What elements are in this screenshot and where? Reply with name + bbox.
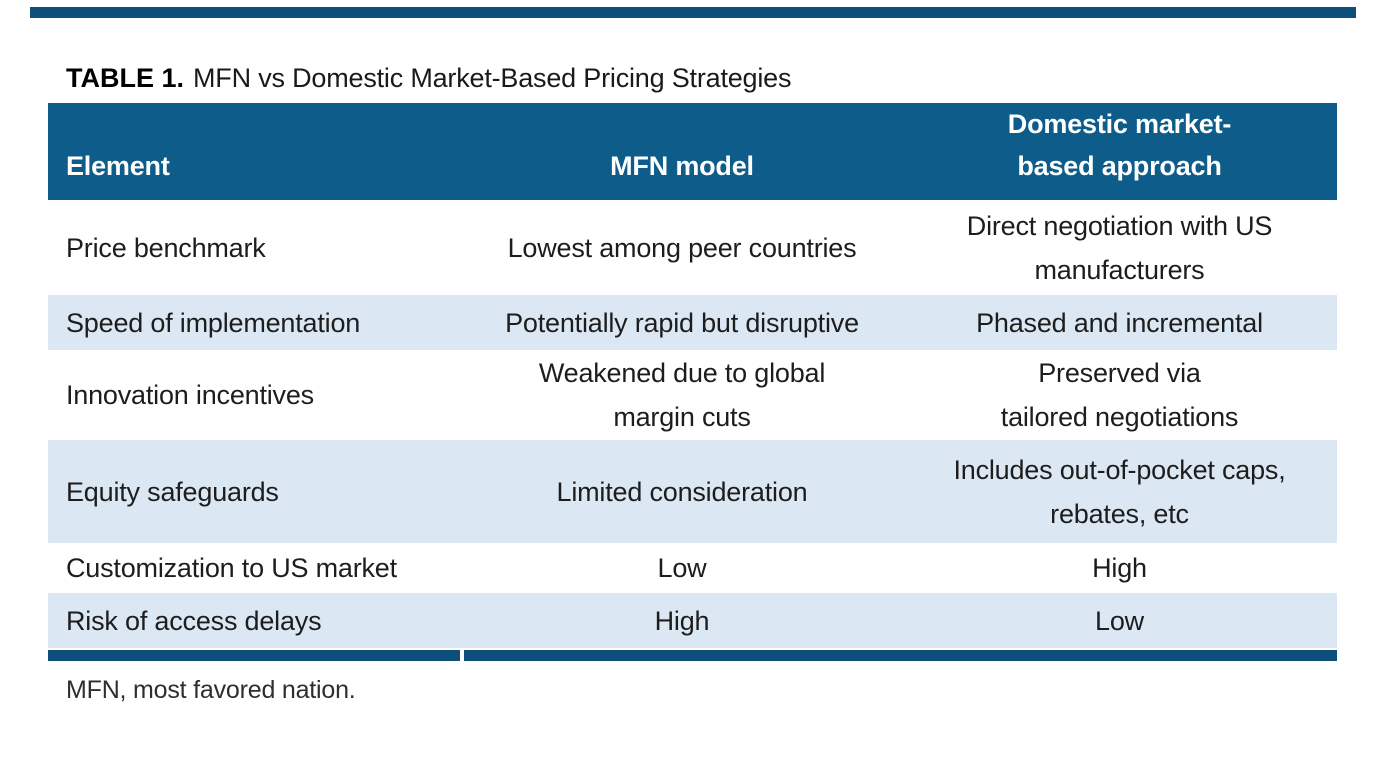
table-row-innovation-incentives: Innovation incentives Weakened due to gl… [48, 350, 1337, 440]
cell-domestic: Includes out-of-pocket caps, rebates, et… [902, 440, 1337, 543]
cell-mfn: Limited consideration [462, 440, 902, 543]
table-row-customization-to-us-market: Customization to US market Low High [48, 543, 1337, 593]
table-number-label: TABLE 1. [66, 63, 185, 93]
cell-mfn: Low [462, 543, 902, 593]
cell-line: manufacturers [1034, 254, 1205, 285]
bottom-border-right-segment [464, 650, 1337, 661]
cell-line: margin cuts [613, 402, 751, 432]
header-element-label: Element [66, 151, 170, 181]
table-row-equity-safeguards: Equity safeguards Limited consideration … [48, 440, 1337, 543]
cell-element: Price benchmark [66, 232, 266, 263]
cell-element: Speed of implementation [66, 307, 361, 338]
header-mfn-model: MFN model [462, 103, 902, 200]
cell-domestic: Low [902, 593, 1337, 648]
cell-domestic: Direct negotiation with US manufacturers [902, 200, 1337, 295]
cell-line: Low [1095, 605, 1144, 636]
table-title-text: MFN vs Domestic Market-Based Pricing Str… [193, 63, 792, 93]
bottom-border-left-segment [48, 650, 460, 661]
cell-domestic: High [902, 543, 1337, 593]
cell-mfn: High [462, 593, 902, 648]
cell-element: Risk of access delays [66, 605, 322, 636]
cell-line: Weakened due to global [538, 358, 826, 388]
top-accent-bar [30, 7, 1356, 18]
table-title: TABLE 1. MFN vs Domestic Market-Based Pri… [66, 62, 791, 94]
header-element: Element [48, 103, 462, 200]
table-header-row: Element MFN model Domestic market- based… [48, 103, 1337, 200]
table-row-price-benchmark: Price benchmark Lowest among peer countr… [48, 200, 1337, 295]
cell-line: Phased and incremental [976, 307, 1263, 338]
table-footnote: MFN, most favored nation. [66, 676, 356, 704]
header-domestic-approach: Domestic market- based approach [902, 103, 1337, 200]
cell-line: Direct negotiation with US [966, 210, 1273, 241]
cell-domestic: Phased and incremental [902, 295, 1337, 350]
table-row-risk-of-access-delays: Risk of access delays High Low [48, 593, 1337, 648]
header-domestic-line1: Domestic market- [1007, 109, 1232, 139]
table-bottom-border [48, 650, 1337, 661]
cell-line: rebates, etc [1050, 498, 1189, 529]
cell-mfn: Lowest among peer countries [462, 200, 902, 295]
comparison-table: Element MFN model Domestic market- based… [48, 103, 1337, 648]
cell-line: Lowest among peer countries [507, 232, 857, 263]
cell-element: Customization to US market [66, 553, 397, 583]
cell-line: Potentially rapid but disruptive [505, 307, 859, 338]
cell-element: Innovation incentives [66, 380, 314, 410]
cell-line: tailored negotiations [1000, 402, 1239, 432]
table-row-speed-of-implementation: Speed of implementation Potentially rapi… [48, 295, 1337, 350]
cell-line: Preserved via [1038, 358, 1201, 388]
cell-mfn: Potentially rapid but disruptive [462, 295, 902, 350]
cell-line: High [654, 605, 710, 636]
cell-domestic: Preserved via tailored negotiations [902, 350, 1337, 440]
cell-line: Low [657, 553, 707, 583]
cell-element: Equity safeguards [66, 476, 279, 507]
cell-line: Includes out-of-pocket caps, [953, 454, 1286, 485]
cell-mfn: Weakened due to global margin cuts [462, 350, 902, 440]
cell-line: Limited consideration [556, 476, 808, 507]
header-domestic-line2: based approach [1017, 151, 1222, 181]
bottom-border-gap [460, 650, 464, 661]
header-mfn-label: MFN model [610, 151, 754, 181]
cell-line: High [1092, 553, 1147, 583]
